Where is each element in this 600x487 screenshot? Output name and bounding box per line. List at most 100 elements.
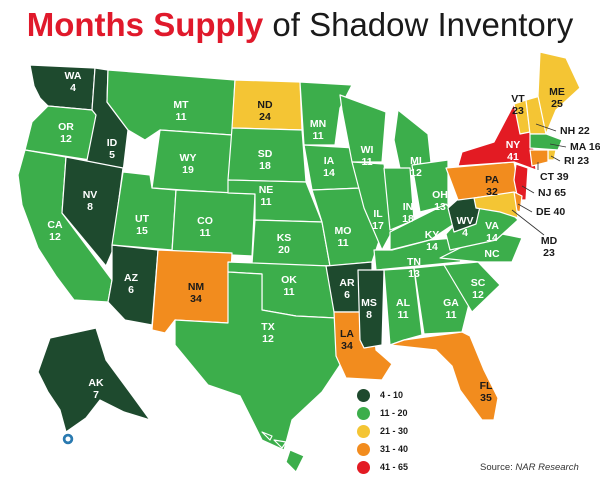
state-value-sc: 12 <box>472 289 484 301</box>
logo-badge-icon <box>61 432 75 446</box>
state-label-ne: NE <box>259 184 274 196</box>
state-value-nd: 24 <box>259 111 271 123</box>
state-value-nc: 14 <box>486 260 498 272</box>
state-nv <box>61 156 124 267</box>
legend-swatch <box>357 460 370 474</box>
state-value-tn: 13 <box>408 268 420 280</box>
state-label-il: IL <box>373 208 383 220</box>
state-value-ca: 12 <box>49 231 61 243</box>
state-label-nv: NV <box>83 189 98 201</box>
state-me <box>537 51 581 135</box>
state-value-ar: 6 <box>344 289 350 301</box>
state-label-in: IN <box>403 201 414 213</box>
state-co <box>171 189 256 257</box>
legend-item: 11 - 20 <box>357 404 408 422</box>
state-wi <box>339 94 387 163</box>
state-label-tx: TX <box>261 321 274 333</box>
state-label-ak: AK <box>88 377 104 389</box>
state-label-sc: SC <box>471 277 486 289</box>
state-value-wy: 19 <box>182 164 194 176</box>
state-value-hi: 20 <box>264 461 276 473</box>
state-label-ca: CA <box>47 219 63 231</box>
state-label-nc: NC <box>484 248 500 260</box>
state-mn <box>299 81 353 146</box>
state-label-ia: IA <box>324 155 335 167</box>
state-ak <box>37 327 151 433</box>
state-callout-nj: NJ 65 <box>538 187 566 199</box>
state-label-la: LA <box>340 328 354 340</box>
state-oh <box>411 159 449 213</box>
state-al <box>383 267 423 346</box>
state-value-il: 17 <box>372 220 384 232</box>
state-callout-ct: CT 39 <box>540 171 569 183</box>
title-highlight: Months Supply <box>26 6 264 43</box>
state-value-ok: 11 <box>283 286 294 298</box>
map-title: Months Supply of Shadow Inventory <box>0 6 600 44</box>
state-label-id: ID <box>107 137 118 149</box>
state-value-va: 14 <box>486 232 498 244</box>
state-value-ak: 7 <box>93 389 99 401</box>
state-fl <box>389 331 499 421</box>
state-label-me: ME <box>549 86 565 98</box>
state-value-oh: 13 <box>434 201 446 213</box>
state-label-vt: VT <box>511 93 525 105</box>
state-ms <box>357 269 385 349</box>
state-value-wv: 4 <box>462 227 468 239</box>
state-label-mt: MT <box>173 99 189 111</box>
state-value-pa: 32 <box>486 186 498 198</box>
state-value-la: 34 <box>341 340 353 352</box>
state-value-me: 25 <box>551 98 563 110</box>
state-label-oh: OH <box>432 189 448 201</box>
state-value-ms: 8 <box>366 309 372 321</box>
state-label-sd: SD <box>258 148 273 160</box>
state-value-mo: 11 <box>337 237 348 249</box>
state-label-mn: MN <box>310 118 326 130</box>
state-value-tx: 12 <box>262 333 274 345</box>
state-label-wy: WY <box>180 152 197 164</box>
state-label-ky: KY <box>425 229 440 241</box>
state-sc <box>443 261 501 313</box>
state-value-ks: 20 <box>278 244 290 256</box>
state-value-nv: 8 <box>87 201 93 213</box>
callout-leaders <box>511 123 567 236</box>
leader-line-de <box>517 203 533 213</box>
state-label-ar: AR <box>339 277 355 289</box>
state-value-nm: 34 <box>190 293 202 305</box>
state-value-ut: 15 <box>136 225 148 237</box>
state-value-in: 18 <box>402 213 414 225</box>
state-value-ky: 14 <box>426 241 438 253</box>
state-wa <box>29 64 96 111</box>
state-label-tn: TN <box>407 256 421 268</box>
legend-item: 31 - 40 <box>357 440 408 458</box>
leader-line-nj <box>521 185 535 194</box>
state-label-ok: OK <box>281 274 297 286</box>
state-label-az: AZ <box>124 272 139 284</box>
state-il <box>351 161 395 251</box>
legend-item: 21 - 30 <box>357 422 408 440</box>
state-tx <box>174 271 343 451</box>
state-callout-nh: NH 22 <box>560 125 590 137</box>
legend-label: 4 - 10 <box>380 390 404 400</box>
state-label-pa: PA <box>485 174 499 186</box>
legend-swatch <box>357 424 370 438</box>
state-labels: WA4OR12CA12ID5NV8AZ6MT11WY19UT15CO11NM34… <box>47 70 600 473</box>
legend-label: 31 - 40 <box>380 444 409 454</box>
state-label-nd: ND <box>257 99 273 111</box>
leader-line-ri <box>550 155 561 162</box>
state-label-co: CO <box>197 215 213 227</box>
state-shapes <box>17 51 581 473</box>
state-ct <box>529 149 549 167</box>
legend-swatch <box>357 442 370 456</box>
state-callout-ma: MA 16 <box>570 141 600 153</box>
state-label-ms: MS <box>361 297 377 309</box>
state-value-vt: 23 <box>512 105 524 117</box>
state-value-fl: 35 <box>480 392 492 404</box>
source-name: NAR Research <box>515 462 579 473</box>
state-label-al: AL <box>396 297 411 309</box>
legend-label: 21 - 30 <box>380 426 409 436</box>
state-value-mi: 12 <box>410 167 422 179</box>
state-hi <box>261 431 305 473</box>
state-label-nm: NM <box>188 281 205 293</box>
state-value-or: 12 <box>60 133 72 145</box>
